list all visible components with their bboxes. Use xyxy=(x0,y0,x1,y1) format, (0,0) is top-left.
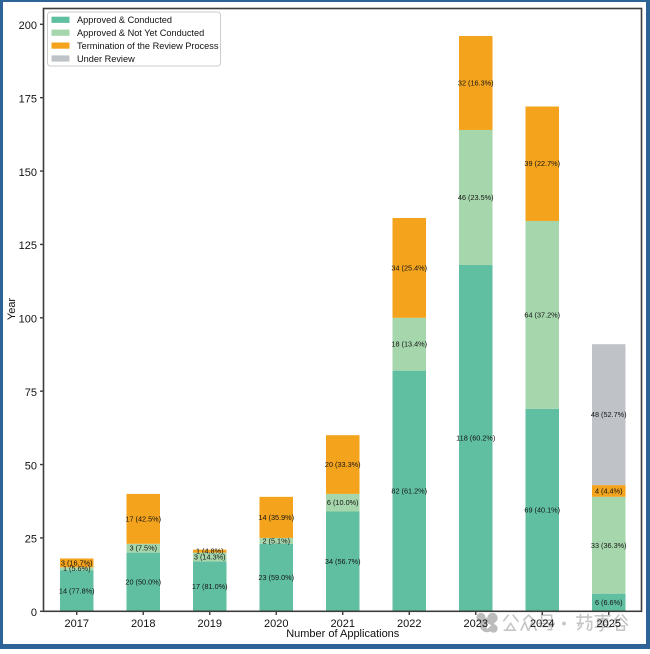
svg-text:2017: 2017 xyxy=(65,618,89,630)
svg-text:2024: 2024 xyxy=(530,618,554,630)
svg-text:Under Review: Under Review xyxy=(77,54,135,64)
svg-text:64 (37.2%): 64 (37.2%) xyxy=(524,310,560,319)
svg-text:Year: Year xyxy=(6,298,18,321)
svg-text:50: 50 xyxy=(25,460,37,472)
svg-text:34 (56.7%): 34 (56.7%) xyxy=(325,557,361,566)
svg-text:25: 25 xyxy=(25,534,37,546)
svg-text:Number of Applications: Number of Applications xyxy=(286,628,400,640)
svg-text:118 (60.2%): 118 (60.2%) xyxy=(456,434,495,443)
svg-text:0: 0 xyxy=(31,607,37,619)
svg-text:17 (42.5%): 17 (42.5%) xyxy=(125,514,161,523)
svg-text:2018: 2018 xyxy=(131,618,155,630)
svg-text:4 (4.4%): 4 (4.4%) xyxy=(595,486,623,495)
svg-text:20 (50.0%): 20 (50.0%) xyxy=(125,577,161,586)
svg-text:82 (61.2%): 82 (61.2%) xyxy=(391,486,427,495)
svg-text:75: 75 xyxy=(25,387,37,399)
svg-text:6 (6.6%): 6 (6.6%) xyxy=(595,598,623,607)
svg-text:1 (4.8%): 1 (4.8%) xyxy=(196,547,224,556)
svg-text:3 (7.5%): 3 (7.5%) xyxy=(129,544,157,553)
svg-text:100: 100 xyxy=(19,314,37,326)
svg-text:150: 150 xyxy=(19,167,37,179)
svg-text:39 (22.7%): 39 (22.7%) xyxy=(524,159,560,168)
svg-text:125: 125 xyxy=(19,240,37,252)
svg-text:2025: 2025 xyxy=(597,618,621,630)
svg-text:17 (81.0%): 17 (81.0%) xyxy=(192,582,228,591)
svg-text:14 (77.8%): 14 (77.8%) xyxy=(59,586,95,595)
svg-text:2023: 2023 xyxy=(464,618,488,630)
svg-text:2021: 2021 xyxy=(331,618,355,630)
svg-text:34 (25.4%): 34 (25.4%) xyxy=(391,263,427,272)
svg-text:1 (5.6%): 1 (5.6%) xyxy=(63,564,91,573)
svg-text:2019: 2019 xyxy=(198,618,222,630)
svg-text:175: 175 xyxy=(19,93,37,105)
svg-text:2 (5.1%): 2 (5.1%) xyxy=(262,536,290,545)
svg-text:18 (13.4%): 18 (13.4%) xyxy=(391,340,427,349)
svg-text:200: 200 xyxy=(19,20,37,32)
svg-text:2022: 2022 xyxy=(397,618,421,630)
svg-text:32 (16.3%): 32 (16.3%) xyxy=(458,79,494,88)
svg-text:14 (35.9%): 14 (35.9%) xyxy=(258,513,294,522)
svg-text:2020: 2020 xyxy=(264,618,288,630)
svg-text:3 (14.3%): 3 (14.3%) xyxy=(194,553,226,562)
svg-text:3 (16.7%): 3 (16.7%) xyxy=(61,558,93,567)
svg-text:69 (40.1%): 69 (40.1%) xyxy=(524,506,560,515)
svg-text:Termination of the Review Proc: Termination of the Review Process xyxy=(77,41,219,51)
svg-text:33 (36.3%): 33 (36.3%) xyxy=(591,541,627,550)
svg-text:48 (52.7%): 48 (52.7%) xyxy=(591,410,627,419)
svg-text:20 (33.3%): 20 (33.3%) xyxy=(325,460,361,469)
svg-text:Approved & Not Yet Conducted: Approved & Not Yet Conducted xyxy=(77,28,204,38)
svg-text:23 (59.0%): 23 (59.0%) xyxy=(258,573,294,582)
svg-text:6 (10.0%): 6 (10.0%) xyxy=(327,498,359,507)
svg-text:Approved & Conducted: Approved & Conducted xyxy=(77,15,172,25)
svg-text:46 (23.5%): 46 (23.5%) xyxy=(458,193,494,202)
